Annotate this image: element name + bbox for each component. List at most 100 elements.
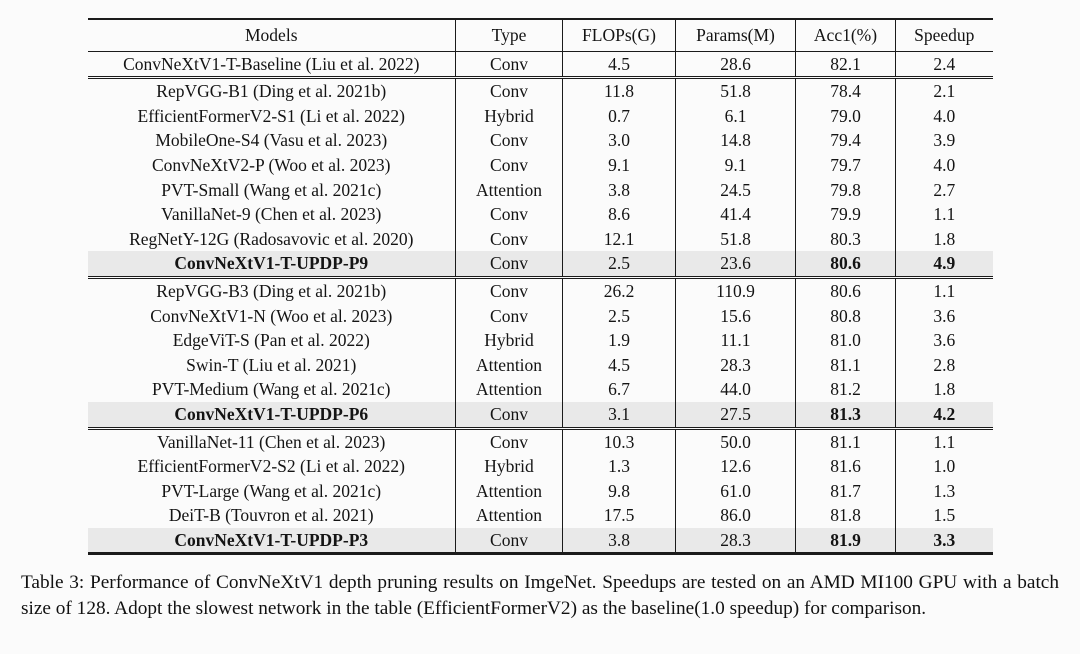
- speedup-cell: 2.1: [895, 76, 993, 104]
- model-cell: VanillaNet-9 (Chen et al. 2023): [161, 204, 382, 225]
- model-cell: Swin-T (Liu et al. 2021): [186, 354, 357, 375]
- table-row-highlighted: ConvNeXtV1-T-UPDP-P3 Conv 3.8 28.3 81.9 3.3: [87, 527, 993, 556]
- acc1-cell: 81.9: [795, 527, 896, 556]
- flops-cell: 4.5: [562, 51, 676, 78]
- table-row: ConvNeXtV1-N (Woo et al. 2023) Conv 2.5 15.…: [88, 303, 993, 329]
- params-cell: 11.1: [675, 328, 796, 353]
- acc1-cell: 80.6: [795, 275, 896, 304]
- speedup-cell: 3.6: [895, 303, 993, 329]
- column-header-flops: FLOPs(G): [562, 17, 676, 52]
- speedup-cell: 2.7: [895, 177, 993, 203]
- speedup-cell: 3.9: [895, 128, 993, 153]
- acc1-cell: 81.0: [795, 328, 896, 353]
- acc1-cell: 79.9: [795, 202, 896, 227]
- flops-cell: 4.5: [562, 352, 676, 378]
- acc1-cell: 81.7: [795, 478, 896, 504]
- table-row: RepVGG-B1 (Ding et al. 2021b) Conv 11.8 51.…: [87, 76, 993, 104]
- type-cell: Hybrid: [455, 328, 563, 353]
- flops-cell: 3.8: [562, 527, 676, 556]
- column-header-acc1: Acc1(%): [795, 17, 896, 52]
- speedup-cell: 3.6: [895, 328, 993, 353]
- type-cell: Hybrid: [455, 454, 563, 479]
- params-cell: 28.3: [675, 527, 796, 556]
- table-row: ConvNeXtV1-T-Baseline (Liu et al. 2022) C…: [88, 51, 993, 78]
- type-cell: Attention: [455, 377, 563, 402]
- speedup-cell: 1.1: [895, 202, 993, 227]
- speedup-cell: 4.0: [895, 152, 993, 178]
- model-cell: ConvNeXtV1-T-UPDP-P3: [87, 527, 456, 556]
- table-row: ConvNeXtV2-P (Woo et al. 2023) Conv 9.1 9.1…: [88, 152, 993, 178]
- model-cell: EfficientFormerV2-S1 (Li et al. 2022): [137, 105, 405, 126]
- params-cell: 28.3: [675, 352, 796, 378]
- params-cell: 6.1: [675, 103, 796, 129]
- results-table-container: Models Type FLOPs(G) Params(M) Acc1(%) S…: [87, 17, 993, 556]
- flops-cell: 9.1: [562, 152, 676, 178]
- type-cell: Attention: [455, 177, 563, 203]
- model-cell: EfficientFormerV2-S2 (Li et al. 2022): [137, 456, 405, 477]
- table-row: VanillaNet-9 (Chen et al. 2023) Conv 8.6 41…: [88, 202, 993, 227]
- acc1-cell: 79.8: [795, 177, 896, 203]
- column-header-speedup: Speedup: [895, 17, 993, 52]
- type-cell: Conv: [455, 426, 563, 455]
- table-row: VanillaNet-11 (Chen et al. 2023) Conv 10.3…: [87, 426, 993, 455]
- acc1-cell: 81.2: [795, 377, 896, 402]
- flops-cell: 1.9: [562, 328, 676, 353]
- type-cell: Conv: [455, 152, 563, 178]
- table-row-highlighted: ConvNeXtV1-T-UPDP-P9 Conv 2.5 23.6 80.6 4.9: [87, 251, 993, 278]
- acc1-cell: 81.8: [795, 503, 896, 528]
- model-cell: ConvNeXtV1-T-Baseline (Liu et al. 2022): [123, 53, 420, 74]
- model-cell: DeiT-B (Touvron et al. 2021): [168, 505, 374, 526]
- speedup-cell: 1.8: [895, 226, 993, 252]
- table-row: RepVGG-B3 (Ding et al. 2021b) Conv 26.2 110…: [87, 275, 993, 304]
- params-cell: 27.5: [675, 401, 796, 428]
- model-cell: PVT-Medium (Wang et al. 2021c): [151, 379, 391, 400]
- params-cell: 24.5: [675, 177, 796, 203]
- table-row: RegNetY-12G (Radosavovic et al. 2020) Con…: [88, 226, 993, 252]
- type-cell: Conv: [455, 76, 563, 104]
- flops-cell: 17.5: [562, 503, 676, 528]
- params-cell: 9.1: [675, 152, 796, 178]
- params-cell: 12.6: [675, 454, 796, 479]
- model-cell: PVT-Small (Wang et al. 2021c): [161, 179, 382, 200]
- table-group-4: VanillaNet-11 (Chen et al. 2023) Conv 10.3…: [87, 426, 993, 556]
- type-cell: Conv: [455, 128, 563, 153]
- speedup-cell: 1.5: [895, 503, 993, 528]
- table-row: PVT-Large (Wang et al. 2021c) Attention 9.…: [88, 478, 993, 504]
- flops-cell: 26.2: [562, 275, 676, 304]
- type-cell: Hybrid: [455, 103, 563, 129]
- flops-cell: 11.8: [562, 76, 676, 104]
- acc1-cell: 81.6: [795, 454, 896, 479]
- model-cell: ConvNeXtV2-P (Woo et al. 2023): [151, 154, 391, 175]
- acc1-cell: 79.4: [795, 128, 896, 153]
- speedup-cell: 1.1: [895, 426, 993, 455]
- params-cell: 86.0: [675, 503, 796, 528]
- model-cell: ConvNeXtV1-T-UPDP-P9: [87, 251, 456, 278]
- table-row: EfficientFormerV2-S2 (Li et al. 2022) Hyb…: [88, 454, 993, 479]
- table-row: PVT-Medium (Wang et al. 2021c) Attention 6…: [88, 377, 993, 402]
- params-cell: 44.0: [675, 377, 796, 402]
- model-cell: ConvNeXtV1-N (Woo et al. 2023): [150, 305, 393, 326]
- model-cell: PVT-Large (Wang et al. 2021c): [161, 480, 382, 501]
- table-group-1: ConvNeXtV1-T-Baseline (Liu et al. 2022) C…: [88, 51, 993, 78]
- table-group-3: RepVGG-B3 (Ding et al. 2021b) Conv 26.2 110…: [87, 275, 993, 428]
- params-cell: 51.8: [675, 76, 796, 104]
- flops-cell: 2.5: [562, 303, 676, 329]
- type-cell: Attention: [455, 478, 563, 504]
- flops-cell: 8.6: [562, 202, 676, 227]
- type-cell: Conv: [455, 401, 563, 428]
- table-row: PVT-Small (Wang et al. 2021c) Attention 3.…: [88, 177, 993, 203]
- flops-cell: 6.7: [562, 377, 676, 402]
- model-cell: RegNetY-12G (Radosavovic et al. 2020): [129, 228, 414, 249]
- flops-cell: 3.0: [562, 128, 676, 153]
- column-header-type: Type: [455, 17, 563, 52]
- flops-cell: 9.8: [562, 478, 676, 504]
- acc1-cell: 78.4: [795, 76, 896, 104]
- params-cell: 110.9: [675, 275, 796, 304]
- table-row: DeiT-B (Touvron et al. 2021) Attention 17.…: [88, 503, 993, 528]
- params-cell: 50.0: [675, 426, 796, 455]
- acc1-cell: 81.1: [795, 352, 896, 378]
- column-header-params: Params(M): [675, 17, 796, 52]
- table-group-2: RepVGG-B1 (Ding et al. 2021b) Conv 11.8 51.…: [87, 76, 993, 278]
- flops-cell: 12.1: [562, 226, 676, 252]
- params-cell: 28.6: [675, 51, 796, 78]
